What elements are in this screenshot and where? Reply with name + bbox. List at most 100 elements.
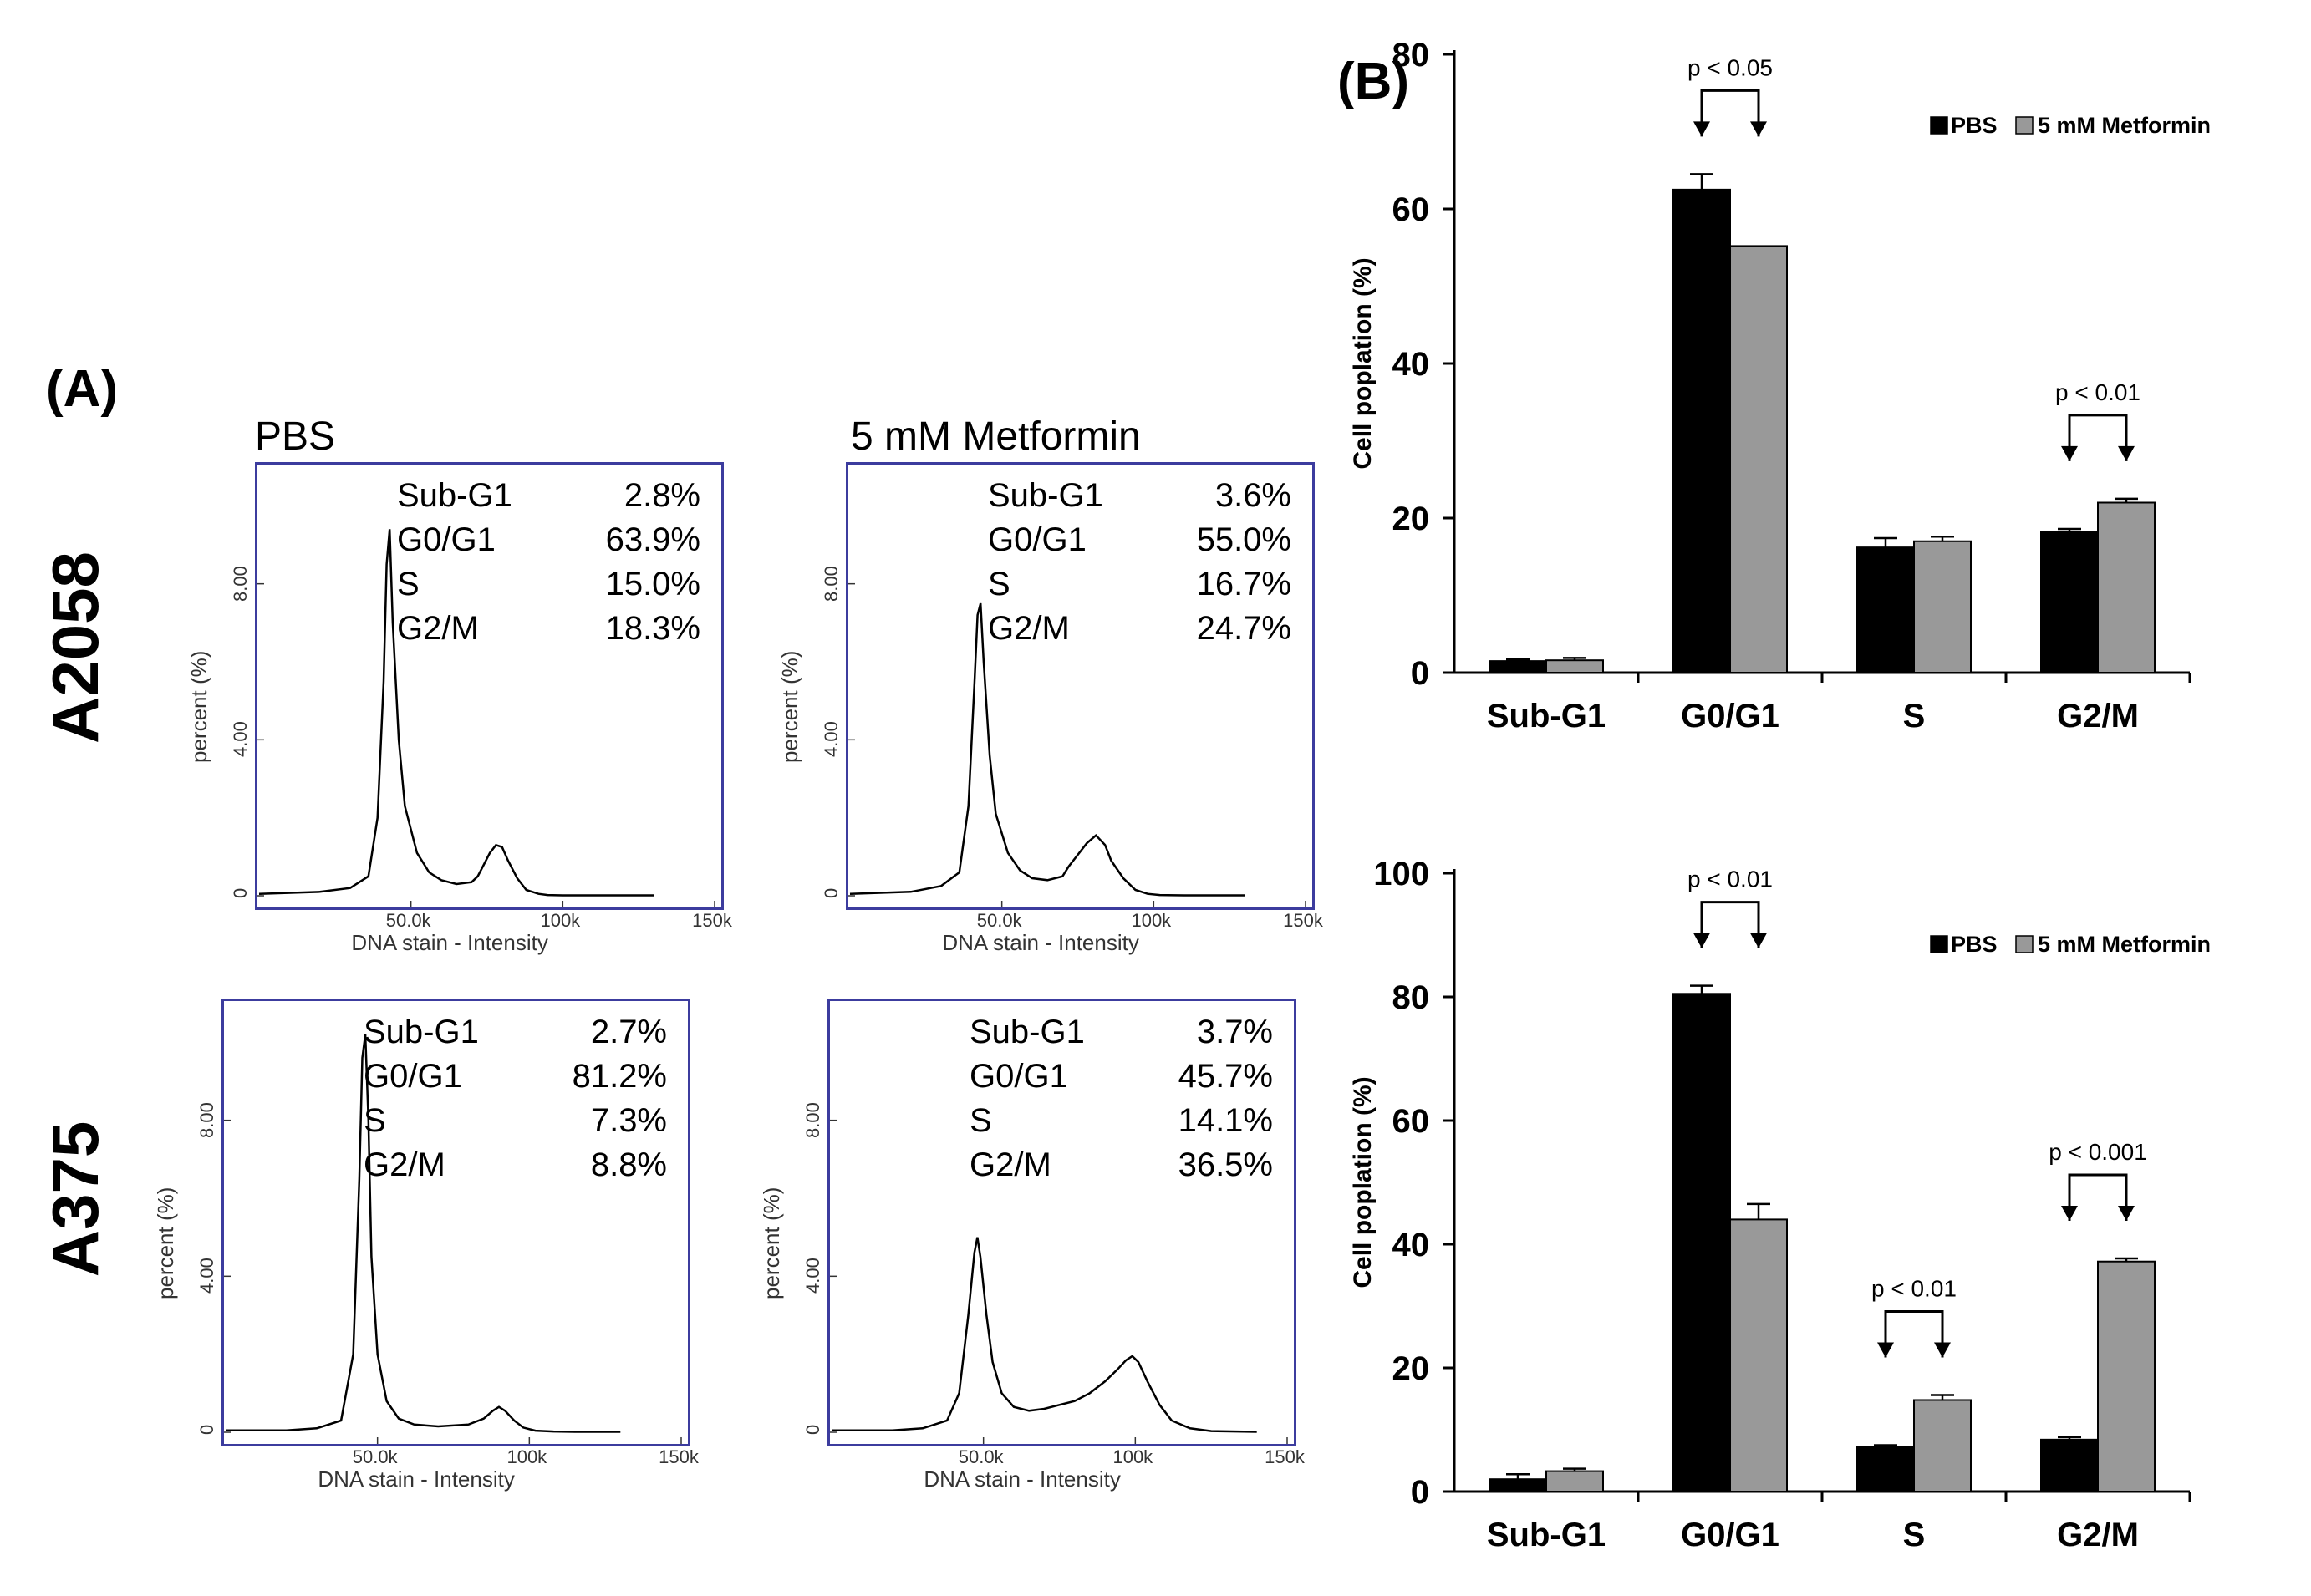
histogram-x-tick-label: 100k (1112, 1446, 1153, 1467)
bar-pbs (2040, 1438, 2099, 1493)
histogram-x-tick-label: 50.0k (352, 1446, 398, 1467)
legend-label-pbs: PBS (1951, 932, 1998, 957)
bar-metformin (2097, 1260, 2156, 1492)
population-percent-value: 2.7% (590, 1014, 667, 1050)
bar-metformin (1913, 540, 1972, 673)
significance-bracket (1700, 901, 1760, 948)
histogram-plot-4 (827, 999, 1296, 1446)
y-axis-label: Cell poplation (%) (1349, 1076, 1377, 1288)
population-phase-label: Sub-G1 (970, 1014, 1085, 1050)
p-value-annotation: p < 0.05 (1687, 54, 1773, 80)
y-tick-label: 20 (1392, 1350, 1430, 1387)
y-tick-label: 0 (1411, 655, 1429, 692)
histogram-trace-area (224, 1034, 682, 1444)
legend-swatch-pbs (1930, 935, 1948, 953)
significance-arrow (2118, 1206, 2135, 1222)
histogram-x-tick-label: 50.0k (385, 910, 431, 931)
histogram-plot-1 (255, 462, 724, 910)
population-phase-label: G0/G1 (364, 1058, 462, 1095)
population-percent-value: 16.7% (1196, 566, 1291, 602)
y-tick-label: 60 (1392, 191, 1430, 228)
legend-label-pbs: PBS (1951, 113, 1998, 138)
bar-pbs (1672, 188, 1731, 673)
population-percent-value: 24.7% (1196, 610, 1291, 647)
population-percent-value: 81.2% (572, 1058, 667, 1095)
p-value-annotation: p < 0.001 (2049, 1139, 2147, 1165)
histogram-line (258, 529, 654, 897)
y-tick-label: 40 (1392, 1227, 1430, 1263)
x-category-label: G2/M (2057, 1517, 2139, 1553)
population-phase-label: Sub-G1 (988, 477, 1103, 514)
population-percent-value: 15.0% (605, 566, 700, 602)
x-category-label: G2/M (2057, 698, 2139, 734)
histogram-y-tick-label: 8.00 (230, 565, 251, 602)
population-percent-value: 2.8% (624, 477, 700, 514)
population-phase-label: Sub-G1 (397, 477, 512, 514)
significance-arrow (1750, 121, 1767, 137)
y-tick-label: 40 (1392, 346, 1430, 383)
histogram-y-axis-label: percent (%) (777, 650, 802, 763)
significance-bracket (1700, 89, 1760, 137)
histogram-y-tick-label: 4.00 (196, 1258, 217, 1294)
y-tick-label: 20 (1392, 501, 1430, 537)
population-percent-value: 18.3% (605, 610, 700, 647)
histogram-x-tick-label: 150k (1265, 1446, 1305, 1467)
histogram-x-axis-label: DNA stain - Intensity (924, 1466, 1121, 1492)
bar-pbs (1672, 993, 1731, 1493)
p-value-annotation: p < 0.01 (1871, 1276, 1957, 1302)
histogram-x-tick-label: 150k (692, 910, 732, 931)
bar-metformin (1913, 1399, 1972, 1492)
histogram-trace-area (257, 529, 715, 907)
histogram-x-axis-label: DNA stain - Intensity (942, 930, 1139, 955)
bar-pbs (2040, 531, 2099, 674)
population-phase-label: S (988, 566, 1010, 602)
significance-bracket (1884, 1310, 1944, 1358)
population-percent-value: 36.5% (1178, 1146, 1273, 1183)
histogram-y-tick-label: 8.00 (821, 565, 842, 602)
histogram-x-tick-label: 150k (1283, 910, 1323, 931)
column-header-pbs: PBS (255, 414, 336, 459)
bar-chart-a2058: 0 20 40 60 80 Cell poplation (%) Sub-G1 G0/G1 S G… (1349, 37, 2211, 734)
p-value-annotation: p < 0.01 (2055, 379, 2140, 405)
population-phase-label: G2/M (397, 610, 479, 647)
y-tick-label: 60 (1392, 1103, 1430, 1140)
histogram-y-tick-label: 0 (821, 887, 842, 898)
significance-arrow (2118, 445, 2135, 461)
histogram-x-axis-label: DNA stain - Intensity (318, 1466, 515, 1492)
legend-swatch-metformin (2015, 935, 2034, 953)
legend-label-metformin: 5 mM Metformin (2038, 113, 2211, 138)
significance-arrow (2061, 1206, 2078, 1222)
x-category-label: G0/G1 (1681, 1517, 1779, 1553)
significance-arrow (1750, 933, 1767, 948)
significance-bracket (2068, 1173, 2128, 1222)
population-phase-label: S (970, 1102, 992, 1139)
histogram-x-tick-label: 150k (659, 1446, 699, 1467)
y-tick-label: 100 (1373, 856, 1429, 892)
significance-arrow (1877, 1342, 1894, 1358)
y-tick-label: 80 (1392, 37, 1430, 74)
bar-metformin (1729, 1218, 1788, 1492)
histogram-line (849, 602, 1245, 897)
x-category-label: S (1903, 1517, 1926, 1553)
p-value-annotation: p < 0.01 (1687, 867, 1773, 892)
population-percent-value: 45.7% (1178, 1058, 1273, 1095)
column-header-metformin: 5 mM Metformin (851, 414, 1141, 459)
histogram-plot-3 (221, 999, 690, 1446)
histogram-trace-area (848, 582, 1306, 907)
histogram-x-tick-label: 100k (1131, 910, 1172, 931)
population-phase-label: G0/G1 (397, 521, 496, 558)
row-label-a375: A375 (38, 1121, 112, 1278)
bar-pbs (1489, 1478, 1547, 1493)
population-phase-label: G0/G1 (970, 1058, 1068, 1095)
histogram-y-tick-label: 0 (802, 1424, 823, 1435)
bar-metformin (1545, 659, 1604, 674)
legend-swatch-pbs (1930, 116, 1948, 135)
bar-chart-a375: 0 20 40 60 80 100 Cell poplation (%) Sub-G1 G0/G… (1349, 856, 2211, 1553)
population-phase-label: G2/M (988, 610, 1070, 647)
population-phase-label: S (397, 566, 420, 602)
population-phase-label: G0/G1 (988, 521, 1087, 558)
y-tick-label: 0 (1411, 1474, 1429, 1511)
bar-pbs (1856, 1446, 1915, 1492)
population-percent-value: 8.8% (590, 1146, 667, 1183)
histogram-x-axis-label: DNA stain - Intensity (351, 930, 548, 955)
